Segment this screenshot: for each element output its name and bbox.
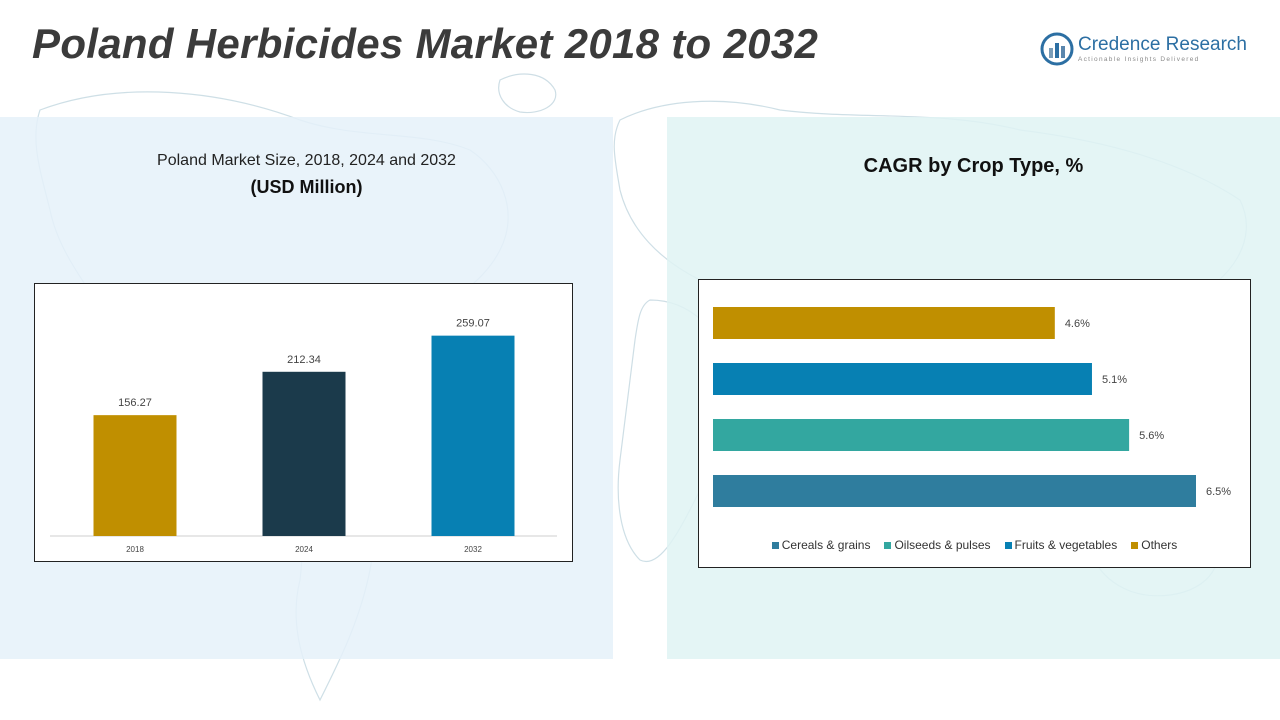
legend-item: Oilseeds & pulses bbox=[884, 538, 991, 552]
bar-fruits-vegetables bbox=[713, 363, 1092, 395]
legend-swatch bbox=[1131, 541, 1139, 549]
legend-label: Fruits & vegetables bbox=[1014, 538, 1118, 552]
legend-item: Others bbox=[1131, 538, 1177, 552]
credence-research-logo: Credence Research Actionable Insights De… bbox=[1040, 32, 1255, 72]
bar-value-label: 156.27 bbox=[118, 397, 152, 409]
cagr-chart-title: CAGR by Crop Type, % bbox=[863, 155, 1084, 177]
bar-2032 bbox=[431, 335, 515, 536]
legend-swatch bbox=[771, 541, 779, 549]
bar-value-label: 4.6% bbox=[1065, 318, 1090, 330]
bar-2024 bbox=[262, 371, 346, 536]
legend-label: Others bbox=[1141, 538, 1178, 552]
legend-label: Oilseeds & pulses bbox=[894, 538, 991, 552]
bar-value-label: 5.6% bbox=[1139, 430, 1164, 442]
x-tick-label: 2032 bbox=[464, 545, 482, 554]
bar-cereals-grains bbox=[713, 475, 1196, 507]
page-title: Poland Herbicides Market 2018 to 2032 bbox=[32, 20, 819, 67]
legend-label: Cereals & grains bbox=[781, 538, 871, 552]
logo-name: Credence Research bbox=[1078, 34, 1247, 55]
bar-value-label: 6.5% bbox=[1206, 486, 1231, 498]
legend-item: Cereals & grains bbox=[771, 538, 871, 552]
cagr-chart-svg: 4.6% 5.1% 5.6% 6.5% bbox=[713, 307, 1231, 507]
bar-value-label: 212.34 bbox=[287, 354, 321, 366]
bar-value-label: 5.1% bbox=[1102, 374, 1127, 386]
bar-value-label: 259.07 bbox=[456, 318, 490, 330]
x-tick-label: 2018 bbox=[126, 545, 144, 554]
market-size-chart: 156.27 2018 212.34 2024 259.07 2032 bbox=[34, 283, 573, 562]
bar-oilseeds-pulses bbox=[713, 419, 1130, 451]
legend-swatch bbox=[884, 541, 892, 549]
legend-swatch bbox=[1004, 541, 1012, 549]
bar-2018 bbox=[93, 415, 177, 536]
market-size-subtitle: Poland Market Size, 2018, 2024 and 2032 bbox=[157, 152, 456, 169]
cagr-legend: Cereals & grains Oilseeds & pulses Fruits … bbox=[699, 538, 1250, 552]
cagr-chart: 4.6% 5.1% 5.6% 6.5% Cereals & grains Oilseed… bbox=[698, 279, 1251, 568]
x-tick-label: 2024 bbox=[295, 545, 313, 554]
market-size-unit: (USD Million) bbox=[250, 177, 363, 197]
logo-tagline: Actionable Insights Delivered bbox=[1078, 56, 1200, 63]
legend-item: Fruits & vegetables bbox=[1004, 538, 1118, 552]
bar-others bbox=[713, 307, 1055, 339]
logo-mark-icon bbox=[1040, 32, 1074, 66]
market-size-chart-svg: 156.27 2018 212.34 2024 259.07 2032 bbox=[50, 318, 557, 554]
